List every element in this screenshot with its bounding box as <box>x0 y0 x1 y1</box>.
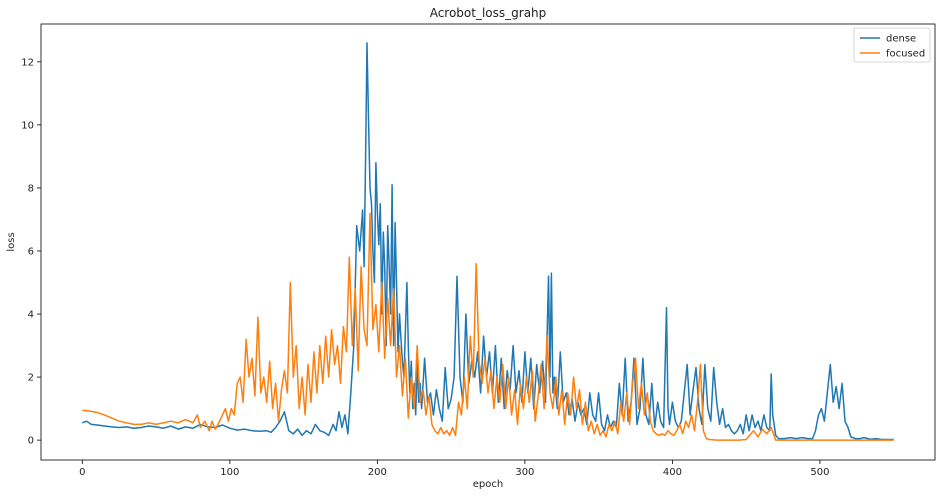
plot-area <box>40 23 936 461</box>
series-line-focused <box>82 212 894 441</box>
chart-title: Acrobot_loss_grahp <box>430 6 547 20</box>
x-tick-label: 0 <box>79 467 85 478</box>
plot-frame <box>40 23 936 461</box>
x-tick-label: 300 <box>515 467 534 478</box>
x-tick-label: 100 <box>220 467 239 478</box>
legend-label-dense: dense <box>886 34 916 45</box>
legend-label-focused: focused <box>886 49 925 60</box>
y-axis-ticks: 0 2 4 6 8 10 12 <box>21 57 41 447</box>
y-tick-label: 0 <box>28 436 34 447</box>
x-axis-label: epoch <box>473 479 503 490</box>
y-tick-label: 12 <box>21 57 34 68</box>
y-tick-label: 6 <box>28 246 34 257</box>
y-tick-label: 10 <box>21 120 34 131</box>
x-tick-label: 200 <box>368 467 387 478</box>
y-tick-label: 2 <box>28 373 34 384</box>
x-axis-ticks: 0 100 200 300 400 500 <box>79 460 829 478</box>
y-tick-label: 8 <box>28 183 34 194</box>
x-tick-label: 400 <box>663 467 682 478</box>
legend: dense focused <box>853 27 931 63</box>
y-tick-label: 4 <box>28 310 34 321</box>
y-axis-label: loss <box>6 232 17 251</box>
x-tick-label: 500 <box>810 467 829 478</box>
